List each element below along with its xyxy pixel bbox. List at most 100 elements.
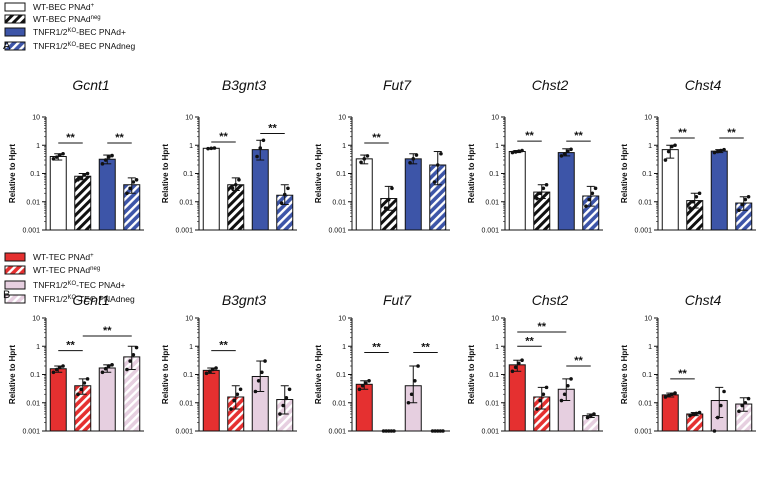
y-tick-label: 1 bbox=[36, 344, 40, 351]
legend-a-label-2: TNFR1/2KO-BEC PNAd+ bbox=[33, 27, 126, 37]
panel-label-a: A bbox=[3, 40, 11, 52]
y-tick-label: 0.1 bbox=[642, 372, 652, 379]
legend-b-swatch-2 bbox=[4, 280, 26, 290]
legend-a-swatch-3 bbox=[4, 41, 26, 51]
data-point bbox=[513, 150, 518, 154]
legend-panel-a: WT-BEC PNAd+ WT-BEC PNAdneg TNFR1/2KO-BE… bbox=[4, 2, 135, 51]
data-point bbox=[697, 191, 702, 196]
significance-label: ** bbox=[372, 342, 381, 354]
data-point bbox=[381, 429, 386, 433]
data-point bbox=[85, 171, 90, 176]
data-point bbox=[666, 149, 671, 154]
chart-title: B3gnt3 bbox=[222, 77, 267, 93]
data-point bbox=[585, 415, 590, 420]
chart-title: Gcnt1 bbox=[72, 77, 109, 93]
data-point bbox=[673, 143, 677, 148]
chart-b-fut7: Fut7 Relative to Hprt 0.001 0.01 0.1 1 10 ** ** bbox=[314, 292, 450, 436]
data-point bbox=[430, 429, 435, 433]
y-tick-label: 0.1 bbox=[183, 372, 193, 379]
y-axis-label: Relative to Hprt bbox=[8, 144, 17, 203]
data-point bbox=[286, 186, 290, 191]
data-point bbox=[520, 358, 524, 363]
legend-a-swatch-0 bbox=[4, 2, 26, 12]
data-point bbox=[408, 160, 412, 165]
y-tick-label: 0.01 bbox=[179, 199, 193, 206]
data-point bbox=[255, 154, 259, 159]
legend-a-label-0: WT-BEC PNAd+ bbox=[33, 2, 95, 12]
y-tick-label: 10 bbox=[185, 115, 193, 122]
data-point bbox=[232, 398, 236, 403]
y-tick-label: 0.01 bbox=[179, 400, 193, 407]
significance-label: ** bbox=[727, 127, 736, 139]
data-point bbox=[688, 413, 692, 418]
data-point bbox=[258, 146, 263, 150]
chart-title: Chst4 bbox=[685, 77, 722, 93]
data-point bbox=[694, 411, 699, 416]
bar bbox=[661, 149, 679, 231]
chart-title: Chst2 bbox=[532, 292, 569, 308]
data-point bbox=[209, 146, 214, 151]
data-point bbox=[107, 155, 111, 159]
data-point bbox=[541, 186, 546, 191]
data-point bbox=[282, 192, 287, 197]
data-point bbox=[517, 361, 521, 366]
data-point bbox=[439, 151, 443, 156]
bar bbox=[227, 184, 245, 231]
chart-title: Chst2 bbox=[532, 77, 569, 93]
data-point bbox=[54, 367, 59, 372]
data-point bbox=[235, 392, 240, 397]
chart-b-b3gnt3: B3gnt3 Relative to Hprt 0.001 0.01 0.1 1 10 ** bbox=[161, 292, 297, 436]
bar bbox=[557, 152, 575, 231]
data-point bbox=[279, 201, 284, 205]
data-point bbox=[125, 367, 129, 372]
y-tick-label: 1 bbox=[36, 143, 40, 150]
data-point bbox=[411, 157, 416, 161]
y-tick-label: 1 bbox=[189, 143, 193, 150]
data-point bbox=[131, 180, 136, 184]
y-tick-label: 0.1 bbox=[489, 372, 499, 379]
data-point bbox=[61, 151, 65, 156]
data-point bbox=[263, 359, 267, 363]
data-point bbox=[566, 149, 570, 153]
y-tick-label: 0.1 bbox=[183, 171, 193, 178]
chart-a-chst4: Chst4 Relative to Hprt 0.001 0.01 0.1 1 10 ** ** bbox=[620, 77, 756, 235]
data-point bbox=[666, 393, 671, 398]
data-point bbox=[587, 197, 591, 202]
y-tick-label: 10 bbox=[338, 115, 346, 122]
bar bbox=[49, 368, 67, 432]
bar bbox=[49, 155, 67, 231]
data-point bbox=[544, 182, 549, 187]
data-point bbox=[746, 396, 751, 401]
data-point bbox=[230, 186, 235, 191]
y-tick-label: 0.001 bbox=[481, 429, 499, 436]
data-point bbox=[441, 429, 445, 433]
y-tick-label: 0.001 bbox=[328, 228, 346, 235]
y-tick-label: 1 bbox=[495, 344, 499, 351]
data-point bbox=[559, 154, 564, 158]
legend-b-swatch-0 bbox=[4, 252, 26, 262]
significance-label: ** bbox=[525, 130, 534, 142]
data-point bbox=[722, 389, 726, 394]
data-point bbox=[535, 196, 539, 201]
data-point bbox=[743, 197, 748, 202]
data-point bbox=[416, 364, 420, 368]
data-point bbox=[517, 149, 521, 153]
y-tick-label: 0.001 bbox=[328, 429, 346, 436]
bar bbox=[355, 158, 373, 231]
data-point bbox=[390, 186, 394, 191]
y-tick-label: 10 bbox=[491, 316, 499, 323]
data-point bbox=[281, 403, 285, 408]
significance-label: ** bbox=[574, 355, 583, 367]
legend-panel-b: WT-TEC PNAd+ WT-TEC PNAdneg TNFR1/2KO-TE… bbox=[4, 252, 135, 304]
data-point bbox=[584, 204, 588, 208]
data-point bbox=[134, 177, 139, 182]
y-axis-label: Relative to Hprt bbox=[8, 345, 17, 404]
data-point bbox=[51, 370, 56, 375]
y-tick-label: 10 bbox=[338, 316, 346, 323]
data-point bbox=[278, 412, 282, 416]
y-tick-label: 0.001 bbox=[634, 429, 652, 436]
data-point bbox=[260, 370, 264, 375]
y-tick-label: 0.1 bbox=[30, 171, 40, 178]
bar bbox=[202, 369, 220, 432]
